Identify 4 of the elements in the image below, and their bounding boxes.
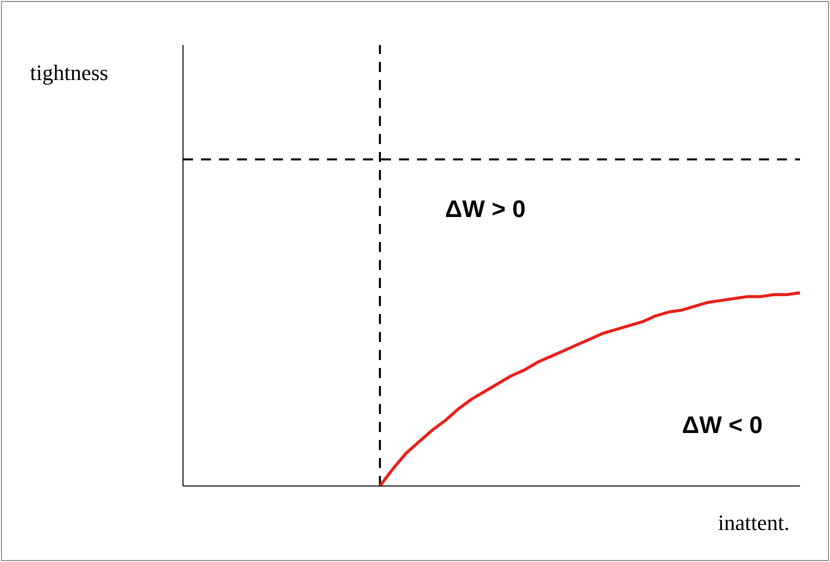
x-axis-title: inattent.: [718, 510, 790, 536]
text: tightness: [30, 60, 108, 86]
annotation: ΔW < 0: [682, 412, 763, 440]
text: ΔW > 0: [445, 196, 526, 224]
